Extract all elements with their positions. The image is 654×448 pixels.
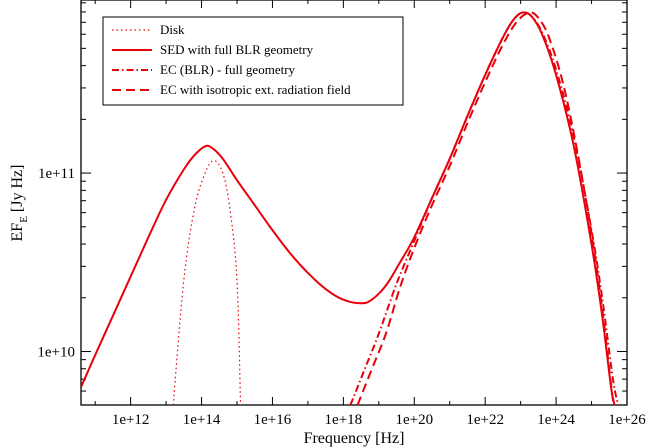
legend-label: EC with isotropic ext. radiation field <box>160 82 351 97</box>
legend-label: SED with full BLR geometry <box>160 42 314 57</box>
legend-box <box>102 16 404 106</box>
x-tick-label: 1e+22 <box>466 412 504 428</box>
plot-frame <box>80 0 628 406</box>
x-tick-label: 1e+24 <box>537 412 575 428</box>
x-tick-label: 1e+20 <box>395 412 433 428</box>
x-tick-label: 1e+14 <box>183 412 221 428</box>
series-line-disk <box>172 159 242 405</box>
axis-ticks: 1e+12 1e+14 1e+16 1e+18 1e+20 1e+22 1e+24 1e+26… <box>37 0 646 428</box>
legend-label: EC (BLR) - full geometry <box>160 62 296 77</box>
series-curves <box>81 11 620 405</box>
x-tick-label: 1e+12 <box>112 412 150 428</box>
y-axis-title-main: EF <box>9 223 26 242</box>
y-axis-title: EFE [Jy Hz] <box>9 165 30 242</box>
legend-label: Disk <box>160 22 185 37</box>
y-tick-label: 1e+10 <box>37 344 75 360</box>
y-axis-title-sub: E <box>18 216 30 223</box>
svg-text:EFE[Jy Hz]: EFE [Jy Hz] <box>9 165 30 242</box>
series-line-ec-with-isotropic-ext-radiation-field <box>356 11 615 405</box>
x-axis-title: Frequency [Hz] <box>304 430 405 447</box>
x-tick-label: 1e+16 <box>254 412 292 428</box>
x-tick-label: 1e+18 <box>325 412 363 428</box>
legend: Disk SED with full BLR geometry EC (BLR) -… <box>102 16 404 106</box>
series-line-ec-blr-full-geometry <box>349 11 620 405</box>
y-axis-title-unit: [Jy Hz] <box>9 165 26 213</box>
y-tick-label: 1e+12 <box>37 0 75 4</box>
x-tick-label: 1e+26 <box>608 412 646 428</box>
y-tick-label: 1e+11 <box>38 166 75 182</box>
